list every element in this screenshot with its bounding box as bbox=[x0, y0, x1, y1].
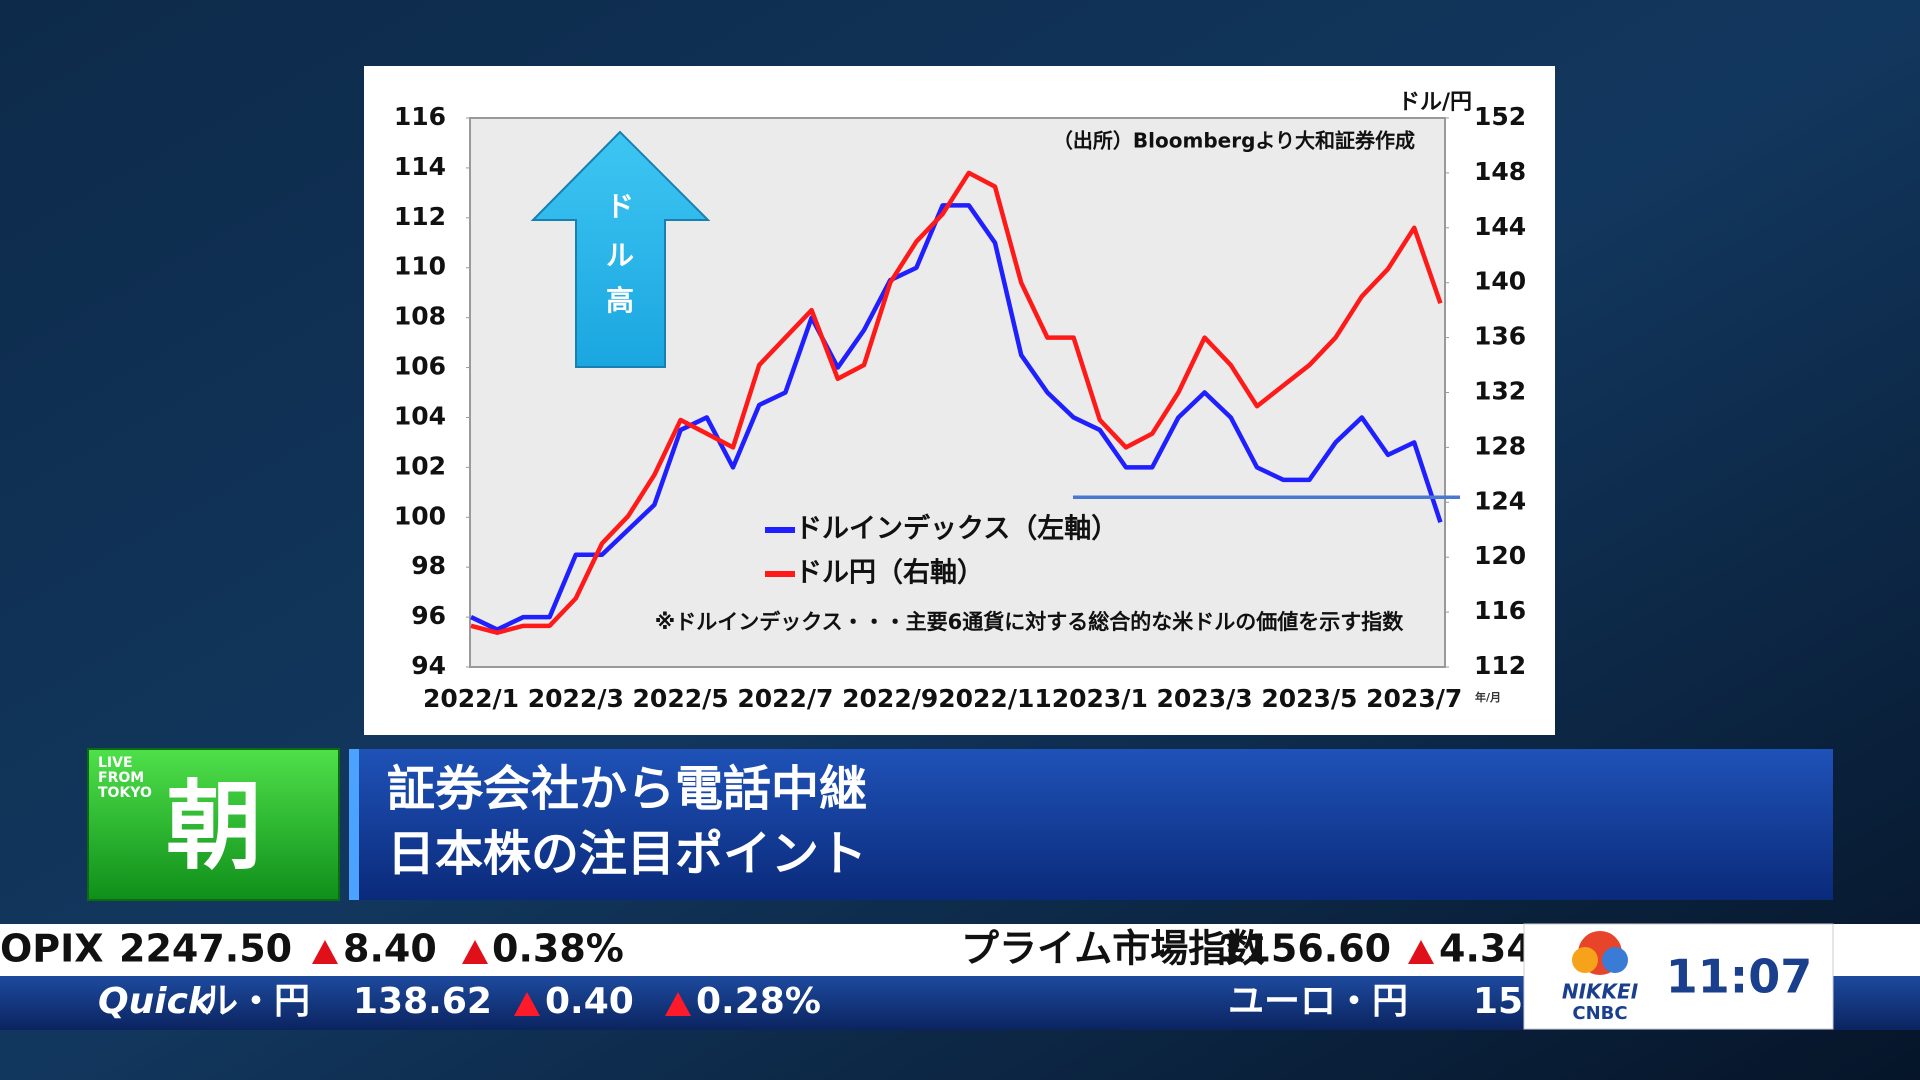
ticker-item: 138.62 bbox=[353, 981, 492, 1022]
series-line bbox=[470, 170, 1443, 635]
y2-tick-label: 116 bbox=[1474, 596, 1526, 625]
x-tick-label: 2022/3 bbox=[528, 684, 624, 713]
legend-label: ドルインデックス（左軸） bbox=[795, 513, 1118, 545]
ticker-item: 0.38% bbox=[492, 927, 624, 971]
badge-kanji: 朝 bbox=[166, 770, 262, 882]
ticker-item: 4.34 bbox=[1439, 927, 1533, 971]
series-line bbox=[470, 203, 1443, 632]
x-tick-label: 2022/5 bbox=[633, 684, 729, 713]
y2-tick-label: 144 bbox=[1474, 212, 1526, 241]
logo-icon bbox=[1602, 947, 1628, 973]
y-tick-label: 112 bbox=[394, 202, 446, 231]
ticker-item: 1156.60 bbox=[1218, 927, 1391, 971]
up-icon bbox=[312, 940, 338, 964]
badge-live: FROM bbox=[98, 770, 144, 786]
logo-text: CNBC bbox=[1572, 1003, 1627, 1024]
y2-axis-label: ドル/円 bbox=[1398, 90, 1472, 115]
y-tick-label: 114 bbox=[394, 152, 446, 181]
y2-tick-label: 132 bbox=[1474, 377, 1526, 406]
y2-tick-label: 152 bbox=[1474, 102, 1526, 131]
y-tick-label: 110 bbox=[394, 252, 446, 281]
up-icon bbox=[1408, 940, 1434, 964]
y2-tick-label: 124 bbox=[1474, 486, 1526, 515]
ticker-brand: Quick bbox=[98, 981, 214, 1022]
y-tick-label: 106 bbox=[394, 352, 446, 381]
x-tick-label: 2023/3 bbox=[1157, 684, 1253, 713]
headline: 証券会社から電話中継 bbox=[387, 761, 867, 817]
arrow-label: 高 bbox=[606, 284, 634, 317]
ticker-item: 8.40 bbox=[343, 927, 437, 971]
ticker-item: ユーロ・円 bbox=[1228, 981, 1408, 1022]
headline-bar bbox=[349, 749, 1833, 900]
y-tick-label: 102 bbox=[394, 451, 446, 480]
x-tick-label: 2022/9 bbox=[842, 684, 938, 713]
ticker-item: ル・円 bbox=[202, 981, 310, 1022]
x-tick-label: 2022/1 bbox=[423, 684, 519, 713]
legend-label: ドル円（右軸） bbox=[795, 558, 984, 589]
arrow-label: ド bbox=[606, 190, 634, 223]
y-tick-label: 100 bbox=[394, 501, 446, 530]
source-note: （出所）Bloombergより大和証券作成 bbox=[1053, 129, 1415, 153]
footnote: ※ドルインデックス・・・主要6通貨に対する総合的な米ドルの価値を示す指数 bbox=[655, 610, 1404, 634]
headline-accent bbox=[349, 749, 359, 900]
y2-tick-label: 120 bbox=[1474, 541, 1526, 570]
y2-tick-label: 148 bbox=[1474, 157, 1526, 186]
x-tick-label: 2023/5 bbox=[1261, 684, 1357, 713]
ticker-item: 2247.50 bbox=[119, 927, 292, 971]
y2-tick-label: 140 bbox=[1474, 267, 1526, 296]
y-tick-label: 108 bbox=[394, 302, 446, 331]
y2-tick-label: 112 bbox=[1474, 651, 1526, 680]
badge bbox=[87, 748, 340, 901]
ticker-item: OPIX bbox=[0, 927, 104, 971]
y-tick-label: 104 bbox=[394, 401, 446, 430]
y-tick-label: 96 bbox=[411, 601, 446, 630]
up-icon bbox=[665, 992, 691, 1016]
y-tick-label: 98 bbox=[411, 551, 446, 580]
x-tick-label: 2022/7 bbox=[737, 684, 833, 713]
x-tick-label: 2023/1 bbox=[1052, 684, 1148, 713]
logo-icon bbox=[1572, 947, 1598, 973]
badge-live: LIVE bbox=[98, 755, 133, 771]
arrow-label: ル bbox=[606, 239, 634, 272]
ticker-item: 0.40 bbox=[545, 981, 634, 1022]
up-icon bbox=[462, 940, 488, 964]
clock-time: 11:07 bbox=[1666, 950, 1812, 1004]
ticker-item: プライム市場指数 bbox=[961, 927, 1264, 971]
y-tick-label: 94 bbox=[411, 651, 446, 680]
clock-box bbox=[1523, 923, 1834, 1030]
y2-tick-label: 136 bbox=[1474, 322, 1526, 351]
badge-live: TOKYO bbox=[98, 785, 152, 801]
y2-tick-label: 128 bbox=[1474, 431, 1526, 460]
up-icon bbox=[514, 992, 540, 1016]
x-tick-label: 2022/11 bbox=[938, 684, 1052, 713]
arrow bbox=[530, 130, 711, 368]
headline: 日本株の注目ポイント bbox=[387, 826, 867, 882]
x-tick-label: 2023/7 bbox=[1366, 684, 1462, 713]
logo-text: NIKKEI bbox=[1562, 980, 1639, 1004]
x-axis-label: 年/月 bbox=[1475, 690, 1501, 704]
y-tick-label: 116 bbox=[394, 102, 446, 131]
ticker-item: 0.28% bbox=[696, 981, 821, 1022]
